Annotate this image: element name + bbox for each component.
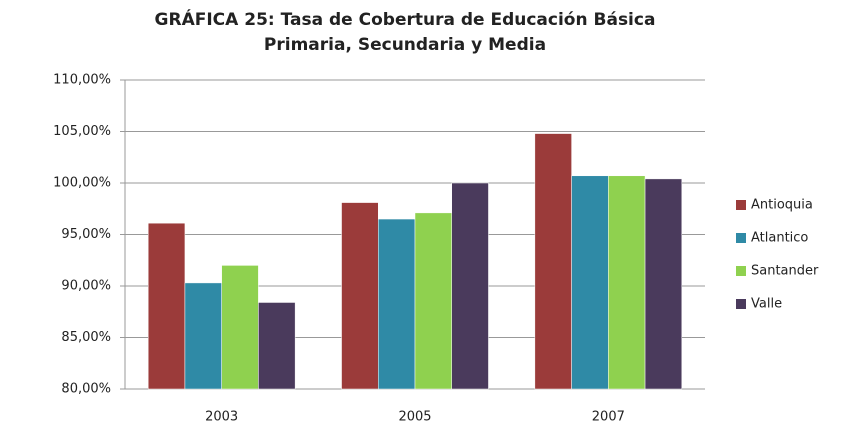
y-tick-label: 90,00% xyxy=(61,279,111,294)
legend-swatch xyxy=(736,233,746,243)
bar xyxy=(451,182,489,390)
x-tick-label: 2007 xyxy=(592,410,625,425)
legend-label: Atlantico xyxy=(751,231,808,246)
legend-label: Santander xyxy=(751,264,819,279)
bar xyxy=(147,222,186,390)
y-tick-label: 100,00% xyxy=(53,176,111,191)
chart-title: Primaria, Secundaria y Media xyxy=(264,35,546,55)
bar xyxy=(378,218,416,390)
bar xyxy=(608,175,646,390)
y-tick-label: 105,00% xyxy=(53,124,111,139)
legend-label: Valle xyxy=(751,297,782,312)
bar xyxy=(644,178,683,390)
x-tick-label: 2003 xyxy=(205,410,238,425)
bar xyxy=(341,202,379,390)
legend-label: Antioquia xyxy=(751,198,813,213)
bar xyxy=(571,175,609,390)
legend-swatch xyxy=(736,266,746,276)
chart-title: GRÁFICA 25: Tasa de Cobertura de Educaci… xyxy=(155,8,656,30)
y-tick-label: 85,00% xyxy=(61,330,111,345)
bar xyxy=(258,302,296,390)
y-tick-label: 80,00% xyxy=(61,382,111,397)
bar xyxy=(221,265,259,390)
x-tick-label: 2005 xyxy=(398,410,431,425)
bar xyxy=(414,212,452,390)
y-tick-label: 95,00% xyxy=(61,227,111,242)
bar xyxy=(534,133,572,390)
legend-swatch xyxy=(736,200,746,210)
bar xyxy=(184,282,222,390)
y-tick-label: 110,00% xyxy=(53,73,111,88)
legend-swatch xyxy=(736,299,746,309)
